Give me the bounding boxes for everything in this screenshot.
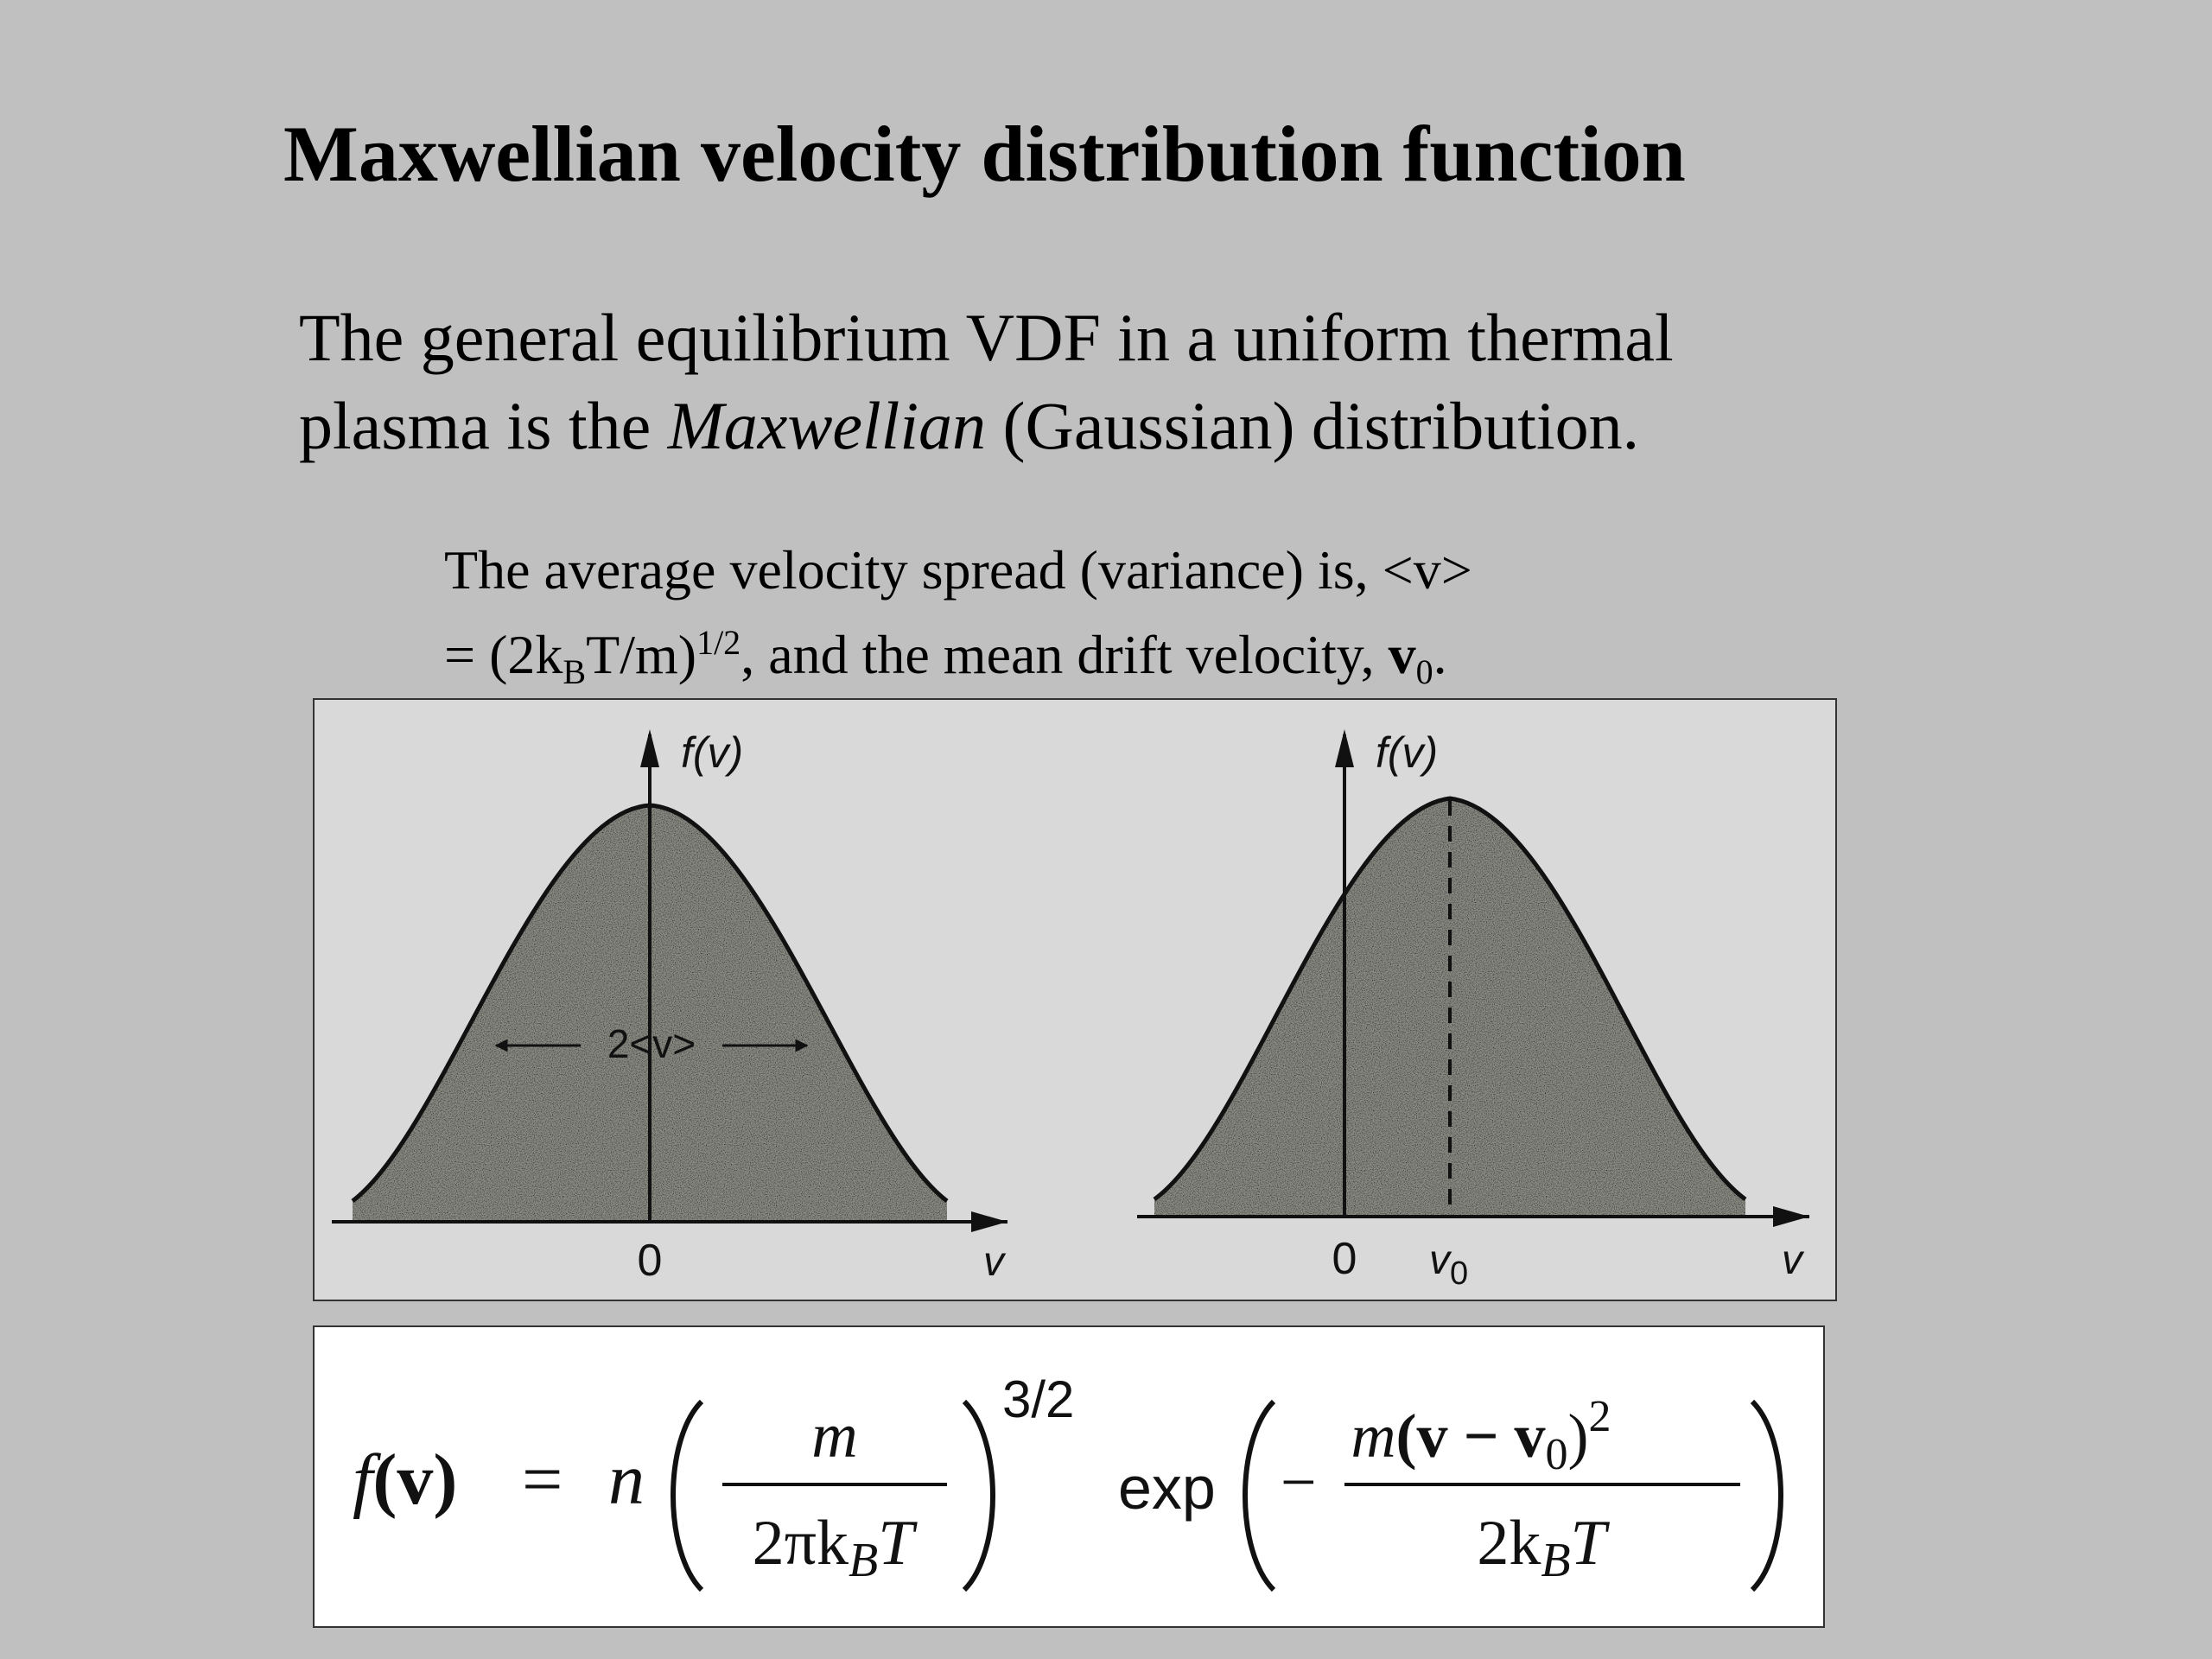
intro-line-2-start: plasma is the [299,388,668,463]
paren-close-2 [1750,1399,1783,1592]
frac2-den-b: T [1571,1508,1611,1579]
left-y-arrow [640,729,659,767]
velocity-spread-text: The average velocity spread (variance) i… [444,534,1827,709]
paren-close-1 [962,1399,995,1592]
right-origin-label: 0 [1332,1234,1357,1284]
formula-equals: = [522,1440,563,1520]
frac1-den-sub: B [849,1534,878,1587]
frac2-num-sub: 0 [1546,1430,1568,1479]
frac2-num-c: ) [1568,1402,1589,1471]
maxwellian-italic: Maxwellian [667,388,987,463]
frac1-denominator: 2πkBT [753,1508,918,1587]
formula-lhs: f(v) [353,1440,457,1520]
spread-sub-0: 0 [1415,652,1433,691]
frac2-denominator: 2kBT [1477,1508,1610,1587]
right-drift-label-sub: 0 [1450,1255,1468,1292]
frac2-num-b: (v − v [1396,1402,1546,1471]
spread-sup: 1/2 [696,623,741,662]
right-y-axis-label: f(v) [1376,728,1438,777]
frac2-num-sup: 2 [1589,1392,1611,1441]
right-plot: f(v) 0 v0 v [1137,728,1809,1292]
spread-line-2: = (2kBT/m)1/2, and the mean drift veloci… [444,607,1827,709]
formula-svg: f(v) = n m 2πkBT 3/2 exp − m(v − v0)2 2k… [353,1370,1783,1592]
spread-end: . [1433,624,1447,685]
intro-line-1: The general equilibrium VDF in a uniform… [299,300,1674,375]
spread-sub-b: B [563,652,587,691]
spread-line-1: The average velocity spread (variance) i… [444,539,1472,601]
left-x-axis-label: v [983,1239,1007,1285]
paren-open-2 [1243,1399,1276,1592]
right-gaussian-curve [1153,796,1747,1202]
paren-open-1 [671,1399,704,1592]
intro-text: The general equilibrium VDF in a uniform… [299,294,1854,470]
right-drift-label-main: v [1429,1237,1452,1283]
slide-title: Maxwellian velocity distribution functio… [283,110,1686,198]
right-x-arrow [1773,1206,1809,1227]
left-plot: 2<v> f(v) 0 v [332,728,1007,1286]
formula-exp: exp [1118,1454,1216,1522]
intro-line-2: plasma is the Maxwellian (Gaussian) dist… [299,382,1854,470]
spread-part-a: = (2k [444,624,563,685]
frac2-numerator: m(v − v0)2 [1351,1392,1611,1479]
formula-power: 3/2 [1002,1370,1074,1428]
distribution-figure-svg: 2<v> f(v) 0 v f(v) 0 v0 v [332,728,1809,1292]
frac1-den-a: 2πk [753,1508,849,1579]
maxwellian-formula: f(v) = n m 2πkBT 3/2 exp − m(v − v0)2 2k… [313,1325,1825,1628]
left-origin-label: 0 [638,1236,663,1286]
formula-minus: − [1281,1447,1317,1518]
frac1-numerator: m [811,1401,857,1471]
right-y-arrow [1335,729,1354,767]
formula-v: (v) [372,1440,457,1520]
spread-part-b: T/m) [586,624,697,685]
spread-v-bold: v [1388,624,1416,685]
frac2-den-sub: B [1541,1534,1570,1587]
frac2-num-a: m [1351,1402,1396,1471]
right-drift-label: v0 [1429,1237,1468,1292]
spread-part-c: , and the mean drift velocity, [741,624,1389,685]
left-y-axis-label: f(v) [681,728,743,777]
left-width-label: 2<v> [607,1021,696,1066]
distribution-figure: 2<v> f(v) 0 v f(v) 0 v0 v [313,698,1837,1301]
frac2-den-a: 2k [1477,1508,1541,1579]
frac1-den-b: T [878,1508,918,1579]
intro-line-2-end: (Gaussian) distribution. [986,388,1640,463]
right-x-axis-label: v [1782,1237,1805,1283]
formula-n: n [608,1440,645,1520]
left-x-arrow [971,1211,1007,1232]
